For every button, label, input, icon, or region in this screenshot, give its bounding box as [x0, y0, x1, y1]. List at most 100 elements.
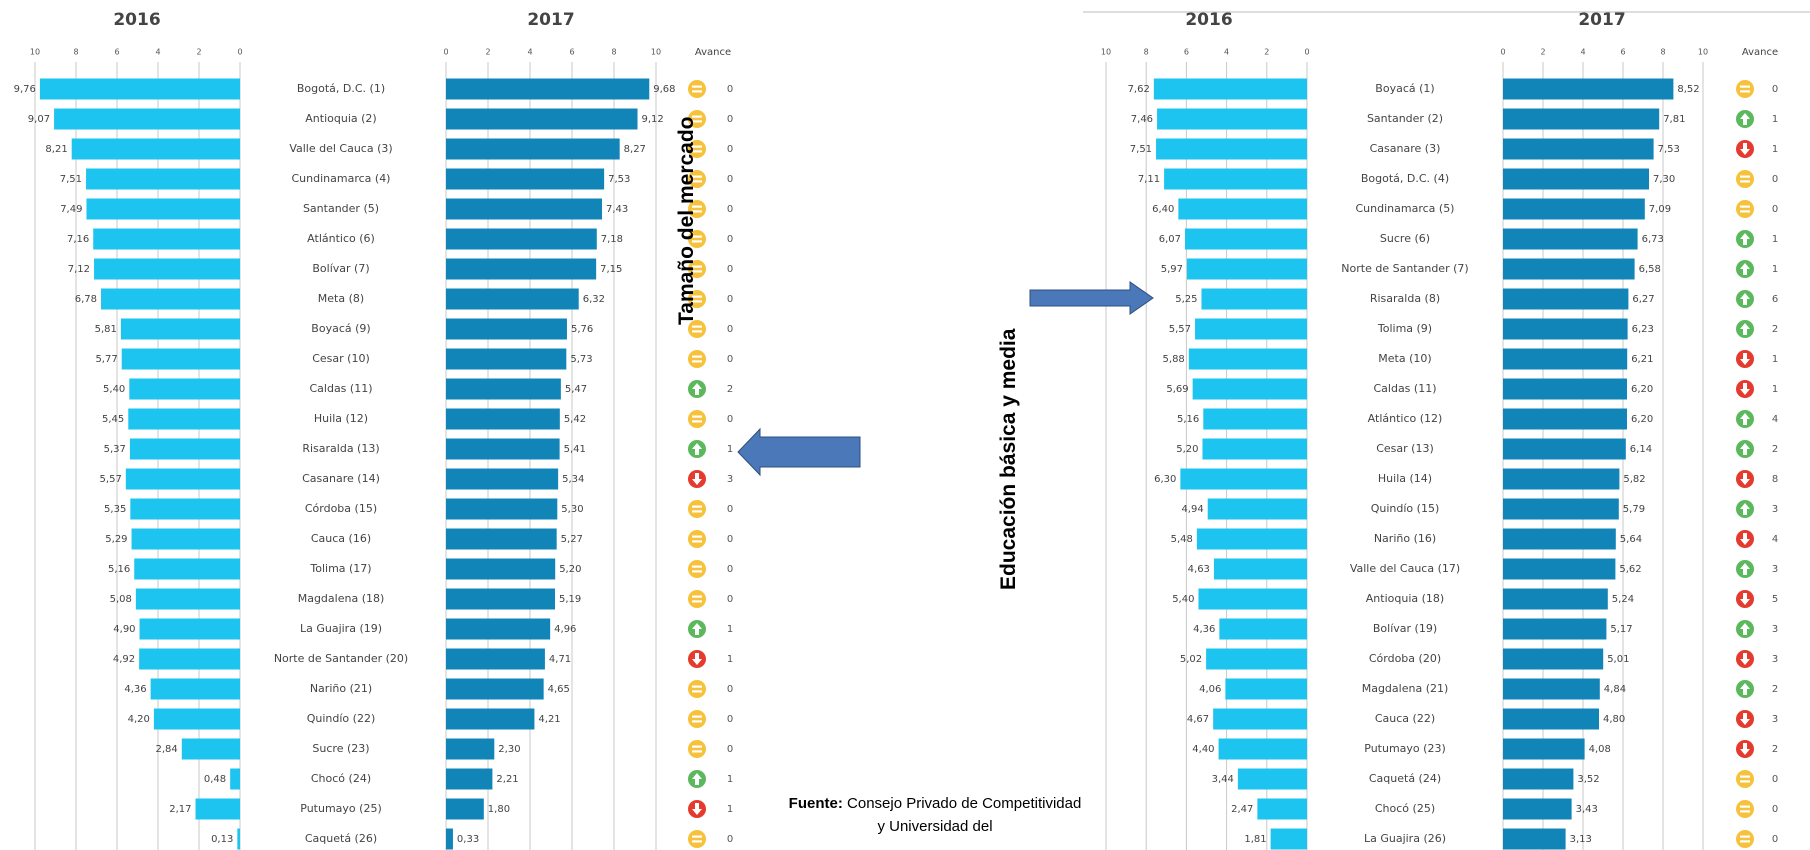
chart2-bar-2016 — [1156, 138, 1307, 160]
chart1-bar-2017 — [446, 348, 567, 370]
chart2-bar-2017 — [1503, 348, 1628, 370]
chart1-equal-bar-icon — [692, 300, 702, 303]
chart2-bar-2016 — [1213, 558, 1307, 580]
chart1-value-2017: 9,68 — [653, 84, 675, 95]
chart1-avance-value: 0 — [727, 534, 733, 545]
chart1-bar-2017 — [446, 588, 555, 610]
chart2-arrow-up-icon — [1740, 623, 1750, 635]
chart2-bar-2016 — [1198, 588, 1307, 610]
chart1-equal-bar-icon — [692, 745, 702, 748]
chart1-category-label: Magdalena (18) — [298, 592, 385, 605]
chart2-bar-2017 — [1503, 648, 1604, 670]
chart1-avance-value: 0 — [727, 564, 733, 575]
chart2-value-2017: 6,20 — [1631, 384, 1653, 395]
chart1-bar-2016 — [139, 648, 240, 670]
chart1-bar-2016 — [125, 468, 240, 490]
chart1-value-2017: 4,96 — [554, 624, 576, 635]
chart2-value-2016: 5,88 — [1163, 354, 1185, 365]
chart2-category-label: Tolima (9) — [1377, 322, 1432, 335]
chart2-value-2016: 6,30 — [1154, 474, 1176, 485]
chart1-category-label: Boyacá (9) — [311, 322, 370, 335]
chart2-arrow-up-icon — [1740, 323, 1750, 335]
chart2-value-2017: 4,08 — [1589, 744, 1611, 755]
chart2-value-2017: 5,82 — [1623, 474, 1645, 485]
chart1-avance-value: 3 — [727, 474, 733, 485]
chart2-bar-2016 — [1153, 78, 1307, 100]
chart1-value-2017: 1,80 — [488, 804, 510, 815]
chart1-tick-2016-8: 8 — [73, 48, 78, 57]
chart1-avance-value: 0 — [727, 294, 733, 305]
chart1-value-2016: 5,35 — [104, 504, 126, 515]
chart2-category-label: Córdoba (20) — [1369, 652, 1441, 665]
chart2-value-2017: 7,53 — [1658, 144, 1680, 155]
chart1-bar-2017 — [446, 168, 605, 190]
chart2-bar-2017 — [1503, 378, 1627, 400]
chart2-avance-value: 1 — [1772, 264, 1778, 275]
chart2-equal-bar-icon — [1740, 175, 1750, 178]
chart1-value-2016: 0,48 — [204, 774, 226, 785]
chart1-avance-value: 0 — [727, 324, 733, 335]
chart2-value-2016: 6,07 — [1159, 234, 1181, 245]
chart2-tick-2016-8: 8 — [1144, 48, 1149, 57]
chart1-value-2016: 5,77 — [95, 354, 117, 365]
chart1-value-2016: 4,90 — [113, 624, 135, 635]
chart1-avance-same-icon — [688, 590, 706, 608]
chart2-avance-value: 8 — [1772, 474, 1778, 485]
chart1-avance-same-icon — [688, 500, 706, 518]
chart2-tick-2016-6: 6 — [1184, 48, 1189, 57]
chart2-value-2017: 5,64 — [1620, 534, 1642, 545]
chart1-value-2017: 2,21 — [496, 774, 518, 785]
chart1-bar-2017 — [446, 228, 597, 250]
chart2-bar-2017 — [1503, 528, 1616, 550]
chart1-avance-value: 0 — [727, 174, 733, 185]
chart2-value-2017: 6,21 — [1631, 354, 1653, 365]
chart1-tick-2017-10: 10 — [651, 48, 661, 57]
chart2-arrow-up-icon — [1740, 293, 1750, 305]
chart2-value-2016: 4,67 — [1187, 714, 1209, 725]
chart1-category-label: Huila (12) — [314, 412, 368, 425]
chart2-equal-bar-icon — [1740, 780, 1750, 783]
chart2-bar-2016 — [1201, 288, 1307, 310]
chart1-bar-2017 — [446, 678, 544, 700]
chart1-bar-2016 — [101, 288, 240, 310]
chart1-equal-bar-icon — [692, 205, 702, 208]
chart1-avance-value: 0 — [727, 744, 733, 755]
chart1-value-2017: 5,41 — [564, 444, 586, 455]
chart2-tick-2017-10: 10 — [1698, 48, 1708, 57]
chart1-bar-2016 — [39, 78, 240, 100]
chart2-avance-value: 0 — [1772, 174, 1778, 185]
chart2-bar-2016 — [1188, 348, 1307, 370]
chart2-arrow-up-icon — [1740, 443, 1750, 455]
chart1-avance-value: 1 — [727, 444, 733, 455]
chart1-equal-bar-icon — [692, 90, 702, 93]
chart1-bar-2016 — [120, 318, 240, 340]
chart2-bar-2017 — [1503, 708, 1599, 730]
chart2-bar-2017 — [1503, 498, 1619, 520]
chart2-value-2017: 7,09 — [1649, 204, 1671, 215]
chart1-avance-value: 1 — [727, 654, 733, 665]
chart1-value-2017: 7,43 — [606, 204, 628, 215]
chart1-bar-2016 — [86, 168, 240, 190]
chart1-avance-same-icon — [688, 530, 706, 548]
chart1-bar-2017 — [446, 78, 650, 100]
chart1-bar-2016 — [71, 138, 240, 160]
chart1-tick-2017-4: 4 — [527, 48, 532, 57]
chart1-category-label: Risaralda (13) — [302, 442, 379, 455]
chart1-avance-value: 0 — [727, 234, 733, 245]
chart2-value-2017: 3,13 — [1570, 834, 1592, 845]
chart1-bar-2017 — [446, 258, 597, 280]
chart2-arrow-up-icon — [1740, 263, 1750, 275]
chart1-bar-2017 — [446, 738, 495, 760]
chart1-bar-2017 — [446, 468, 559, 490]
chart1-value-2017: 5,34 — [562, 474, 584, 485]
chart1-bar-2016 — [86, 198, 240, 220]
chart2-bar-2016 — [1187, 258, 1307, 280]
chart2-value-2016: 3,44 — [1212, 774, 1234, 785]
chart1-avance-same-icon — [688, 710, 706, 728]
chart2-value-2017: 4,84 — [1604, 684, 1626, 695]
chart2-year-2017: 2017 — [1578, 10, 1625, 30]
chart1-category-label: Santander (5) — [303, 202, 379, 215]
chart2-tick-2016-2: 2 — [1264, 48, 1269, 57]
chart1-category-label: Caquetá (26) — [305, 832, 377, 845]
chart1-year-2016: 2016 — [113, 10, 160, 30]
